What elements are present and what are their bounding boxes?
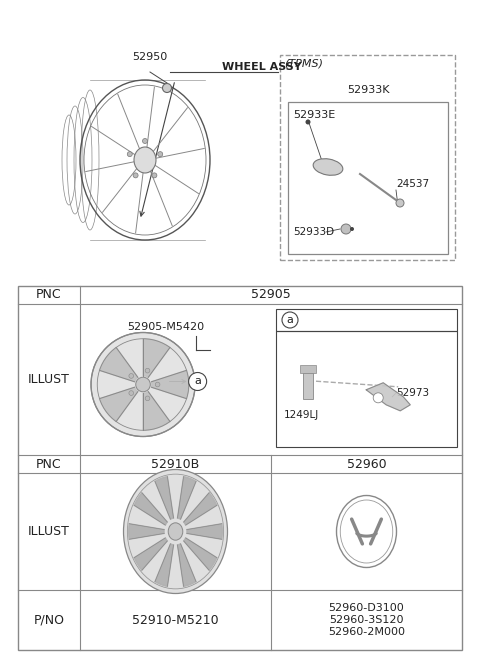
Bar <box>276 331 457 447</box>
Polygon shape <box>143 339 170 377</box>
Circle shape <box>143 139 147 143</box>
Text: 24537: 24537 <box>396 179 429 189</box>
Polygon shape <box>143 392 170 430</box>
Polygon shape <box>184 538 217 570</box>
Polygon shape <box>151 371 189 399</box>
Circle shape <box>189 373 206 390</box>
Polygon shape <box>129 524 164 539</box>
Text: 52910B: 52910B <box>151 457 200 470</box>
Bar <box>303 367 313 399</box>
Polygon shape <box>184 493 217 525</box>
Polygon shape <box>178 544 196 587</box>
Ellipse shape <box>168 523 183 540</box>
Circle shape <box>163 83 171 93</box>
Circle shape <box>155 382 160 387</box>
Polygon shape <box>99 348 138 382</box>
Text: 1249LJ: 1249LJ <box>284 409 319 420</box>
Bar <box>18 286 462 650</box>
Text: 52960: 52960 <box>347 457 386 470</box>
Circle shape <box>91 332 195 436</box>
Text: (TPMS): (TPMS) <box>284 59 323 69</box>
Circle shape <box>129 374 133 378</box>
Ellipse shape <box>134 147 156 173</box>
Text: ILLUST: ILLUST <box>28 525 70 538</box>
Text: WHEEL ASSY: WHEEL ASSY <box>222 62 302 72</box>
Circle shape <box>136 377 150 392</box>
Text: ILLUST: ILLUST <box>28 373 70 386</box>
Polygon shape <box>366 383 410 411</box>
Bar <box>300 365 316 373</box>
Text: a: a <box>287 315 293 325</box>
Text: 52905: 52905 <box>251 288 291 302</box>
Text: a: a <box>194 376 201 386</box>
Text: PNC: PNC <box>36 457 62 470</box>
Circle shape <box>373 393 383 403</box>
Circle shape <box>129 391 133 396</box>
Polygon shape <box>99 387 138 422</box>
Polygon shape <box>178 476 196 519</box>
Polygon shape <box>155 544 173 587</box>
Ellipse shape <box>123 470 228 593</box>
Circle shape <box>305 120 311 124</box>
Text: 52933D: 52933D <box>293 227 334 237</box>
Ellipse shape <box>313 159 343 175</box>
Text: 52973: 52973 <box>396 388 429 397</box>
Text: 52960-3S120: 52960-3S120 <box>329 615 404 625</box>
Circle shape <box>341 224 351 234</box>
Text: 52933K: 52933K <box>347 85 389 95</box>
Text: 52950: 52950 <box>132 52 168 62</box>
Bar <box>288 102 448 254</box>
Text: 52905-M5420: 52905-M5420 <box>127 322 204 332</box>
Circle shape <box>152 173 157 178</box>
Circle shape <box>145 396 150 401</box>
Text: 52910-M5210: 52910-M5210 <box>132 614 219 627</box>
Circle shape <box>127 152 132 156</box>
Text: 52933E: 52933E <box>293 110 335 120</box>
Circle shape <box>396 199 404 207</box>
Polygon shape <box>155 476 173 519</box>
Bar <box>280 55 455 260</box>
Bar <box>276 309 457 331</box>
Text: 52960-2M000: 52960-2M000 <box>328 627 405 637</box>
Polygon shape <box>187 524 222 539</box>
Circle shape <box>350 227 354 231</box>
Polygon shape <box>134 538 167 570</box>
Circle shape <box>145 369 150 373</box>
Text: PNC: PNC <box>36 288 62 302</box>
Circle shape <box>133 173 138 178</box>
Text: 52960-D3100: 52960-D3100 <box>329 603 404 613</box>
Circle shape <box>158 152 163 156</box>
Text: P/NO: P/NO <box>34 614 64 627</box>
Polygon shape <box>134 493 167 525</box>
